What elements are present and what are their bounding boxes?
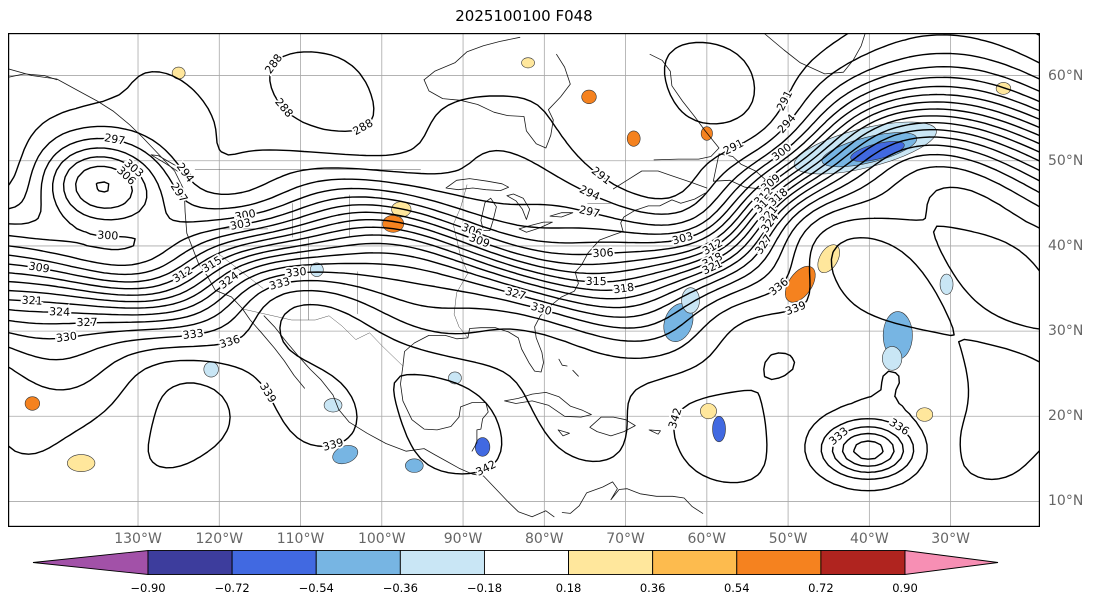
lon-tick-label: 80°W	[524, 531, 564, 547]
lon-tick-label: 120°W	[195, 531, 244, 547]
lon-tick-label: 100°W	[357, 531, 406, 547]
colorbar-tick-label: 0.36	[639, 581, 666, 595]
colorbar-segment	[315, 550, 401, 575]
lat-tick-label: 10°N	[1048, 493, 1084, 510]
colorbar-tick-label: −0.90	[130, 581, 166, 595]
contour-label: 321	[21, 294, 43, 308]
map-frame	[8, 33, 1040, 527]
contour-label: 330	[55, 329, 77, 344]
contour-map: 2882882882912912912942942942972972973003…	[8, 33, 1040, 527]
colorbar-segment	[399, 550, 485, 575]
colorbar-tick-label: −0.54	[298, 581, 334, 595]
colorbar-segment	[483, 550, 570, 575]
lat-tick-label: 40°N	[1048, 237, 1084, 254]
lat-tick-label: 50°N	[1048, 152, 1084, 169]
colorbar-tick-label: 0.18	[555, 581, 582, 595]
colorbar-segment	[736, 550, 822, 575]
colorbar	[32, 549, 999, 576]
chart-title: 2025100100 F048	[455, 7, 593, 25]
lon-tick-label: 70°W	[606, 531, 645, 547]
colorbar-tick-label: −0.72	[214, 581, 250, 595]
colorbar-segment	[820, 550, 906, 575]
lon-tick-label: 50°W	[768, 531, 808, 547]
contour-label: 300	[97, 229, 119, 243]
contour-label: 318	[612, 281, 635, 297]
contour-lines	[8, 33, 1040, 492]
lon-tick-label: 40°W	[850, 531, 889, 547]
contour-label: 309	[28, 260, 51, 276]
colorbar-right-arrow	[904, 549, 999, 576]
colorbar-left-arrow	[32, 550, 149, 575]
contour-label: 297	[103, 131, 126, 147]
colorbar-segment	[652, 550, 738, 575]
colorbar-tick-label: −0.18	[466, 581, 503, 595]
lon-tick-label: 130°W	[114, 531, 162, 547]
colorbar-segment	[231, 550, 317, 575]
lat-tick-label: 20°N	[1048, 408, 1084, 425]
contour-label: 303	[229, 216, 252, 233]
contour-label: 300	[234, 207, 257, 224]
colorbar-tick-label: −0.36	[382, 581, 418, 595]
colorbar-segment	[147, 550, 233, 575]
colorbar-segment	[568, 550, 654, 575]
contour-label: 315	[586, 275, 607, 288]
lon-tick-label: 30°W	[931, 531, 970, 547]
contour-label: 324	[49, 305, 70, 319]
lat-tick-label: 30°N	[1048, 323, 1084, 340]
lon-axis-labels: 130°W 120°W 110°W 100°W 90°W 80°W 70°W 60°W 50°W…	[8, 531, 1040, 551]
lat-tick-label: 60°N	[1048, 67, 1084, 84]
contour-label: 306	[592, 246, 614, 260]
contour-label: 327	[76, 316, 97, 329]
colorbar-tick-label: 0.54	[723, 581, 750, 595]
lon-tick-label: 110°W	[276, 531, 325, 547]
lat-axis-labels: 60°N 50°N 40°N 30°N 20°N 10°N	[1046, 33, 1104, 527]
lon-tick-label: 60°W	[687, 531, 727, 547]
contour-label: 330	[285, 265, 307, 280]
contour-label: 333	[182, 327, 204, 342]
lon-tick-label: 90°W	[443, 531, 483, 547]
colorbar-tick-label: 0.90	[892, 581, 918, 595]
colorbar-tick-labels: −0.90 −0.72 −0.54 −0.36 −0.18 0.18 0.36 0.54 0.7…	[30, 581, 1000, 597]
colorbar-tick-label: 0.72	[808, 581, 834, 595]
